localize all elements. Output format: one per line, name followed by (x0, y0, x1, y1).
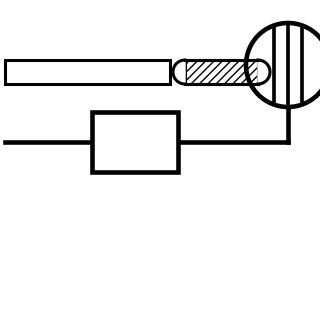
Bar (92, 112, 178, 172)
Bar (185, 60, 258, 84)
Bar (185, 60, 258, 84)
Circle shape (246, 23, 320, 107)
Bar (5, 60, 170, 84)
Polygon shape (173, 60, 185, 84)
Polygon shape (258, 60, 270, 84)
